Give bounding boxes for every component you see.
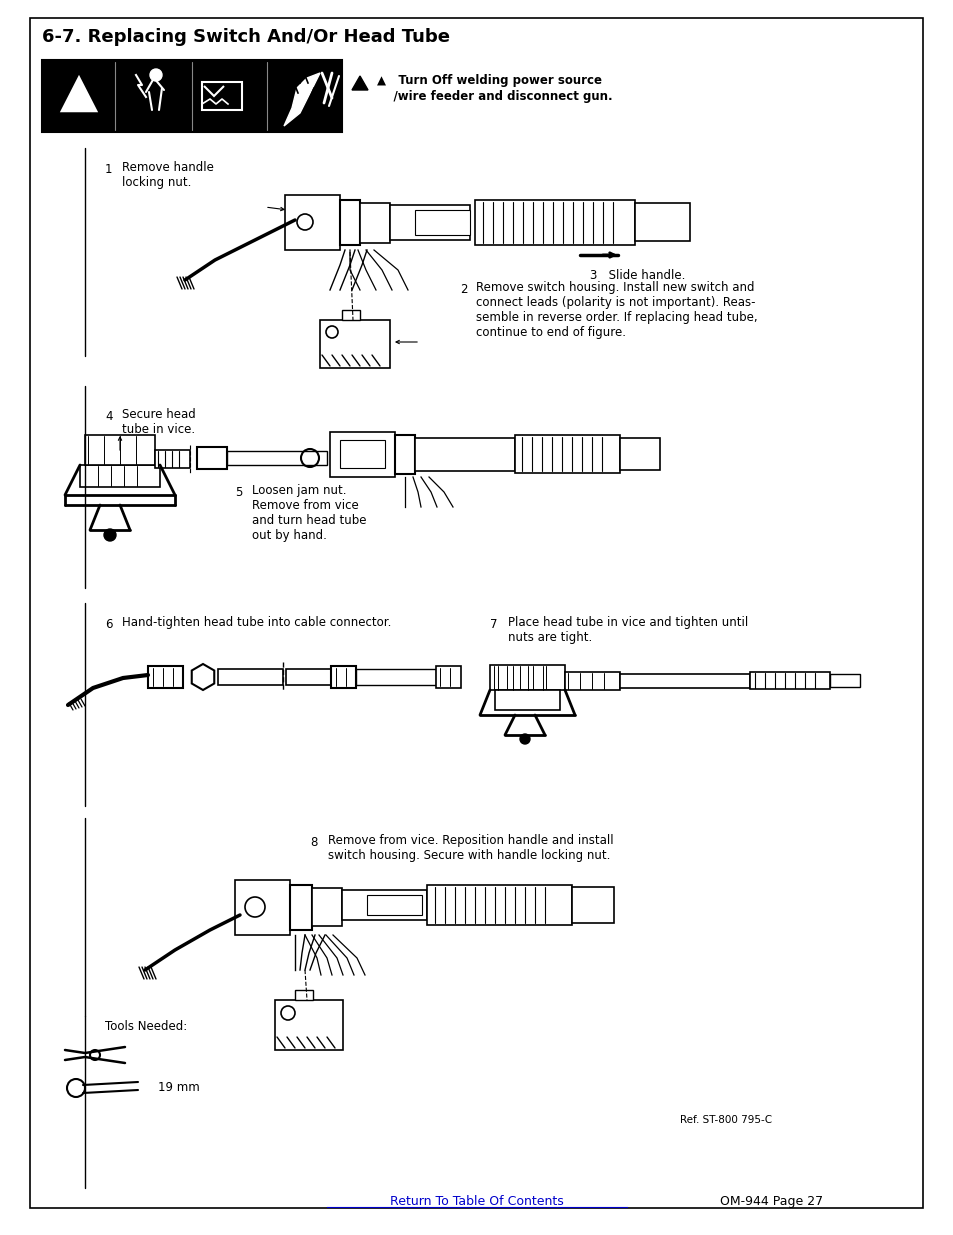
Bar: [395, 435, 415, 474]
Bar: [319, 320, 390, 368]
Circle shape: [150, 69, 162, 82]
Text: Remove from vice. Reposition handle and install
switch housing. Secure with hand: Remove from vice. Reposition handle and …: [328, 834, 613, 862]
Bar: [415, 210, 470, 235]
Text: !: !: [74, 84, 83, 104]
Bar: [286, 669, 331, 685]
Text: 5: 5: [234, 487, 242, 499]
Bar: [341, 890, 427, 920]
Bar: [339, 200, 359, 245]
Bar: [202, 82, 242, 110]
Text: 1: 1: [105, 163, 112, 177]
Bar: [154, 450, 190, 468]
Circle shape: [104, 529, 116, 541]
Bar: [436, 666, 460, 688]
Bar: [427, 885, 572, 925]
Bar: [564, 672, 619, 690]
Text: Return To Table Of Contents: Return To Table Of Contents: [390, 1195, 563, 1208]
Bar: [619, 438, 659, 471]
Text: 19 mm: 19 mm: [158, 1081, 199, 1094]
Bar: [619, 674, 749, 688]
Bar: [330, 432, 395, 477]
Text: 6: 6: [105, 618, 112, 631]
Text: Secure head
tube in vice.: Secure head tube in vice.: [122, 408, 195, 436]
Text: 7: 7: [490, 618, 497, 631]
Text: /wire feeder and disconnect gun.: /wire feeder and disconnect gun.: [376, 90, 612, 103]
Bar: [42, 61, 341, 132]
Bar: [218, 669, 283, 685]
Text: Tools Needed:: Tools Needed:: [105, 1020, 187, 1032]
Text: Remove switch housing. Install new switch and
connect leads (polarity is not imp: Remove switch housing. Install new switc…: [476, 282, 757, 338]
Bar: [290, 885, 312, 930]
Bar: [390, 205, 470, 240]
Polygon shape: [352, 77, 368, 90]
Text: 6-7. Replacing Switch And/Or Head Tube: 6-7. Replacing Switch And/Or Head Tube: [42, 28, 450, 46]
Bar: [80, 466, 160, 487]
Bar: [495, 690, 559, 710]
Bar: [285, 195, 339, 249]
Polygon shape: [57, 70, 101, 114]
Text: OM-944 Page 27: OM-944 Page 27: [720, 1195, 822, 1208]
Bar: [359, 203, 390, 243]
Text: 3   Slide handle.: 3 Slide handle.: [589, 269, 684, 282]
Bar: [475, 200, 635, 245]
Text: Loosen jam nut.
Remove from vice
and turn head tube
out by hand.: Loosen jam nut. Remove from vice and tur…: [252, 484, 366, 542]
Bar: [294, 990, 313, 1000]
Text: 2: 2: [459, 283, 467, 296]
Bar: [331, 666, 355, 688]
Bar: [829, 674, 859, 687]
Bar: [312, 888, 341, 926]
Bar: [339, 440, 385, 468]
Bar: [341, 310, 359, 320]
Bar: [635, 203, 689, 241]
Bar: [148, 666, 183, 688]
Bar: [572, 887, 614, 923]
Circle shape: [519, 734, 530, 743]
Bar: [490, 664, 564, 690]
Polygon shape: [192, 664, 214, 690]
Text: Ref. ST-800 795-C: Ref. ST-800 795-C: [679, 1115, 771, 1125]
Text: Remove handle
locking nut.: Remove handle locking nut.: [122, 161, 213, 189]
Bar: [227, 451, 327, 466]
Bar: [749, 672, 829, 689]
Bar: [415, 438, 515, 471]
Text: Hand-tighten head tube into cable connector.: Hand-tighten head tube into cable connec…: [122, 616, 391, 629]
Bar: [515, 435, 619, 473]
Bar: [196, 447, 227, 469]
Bar: [85, 435, 154, 466]
Bar: [367, 895, 421, 915]
Text: 4: 4: [105, 410, 112, 424]
Text: Place head tube in vice and tighten until
nuts are tight.: Place head tube in vice and tighten unti…: [507, 616, 747, 643]
Polygon shape: [284, 73, 319, 126]
Text: ▲   Turn Off welding power source: ▲ Turn Off welding power source: [376, 74, 601, 86]
Bar: [355, 669, 436, 685]
Bar: [274, 1000, 343, 1050]
Bar: [234, 881, 290, 935]
Text: 8: 8: [310, 836, 317, 848]
